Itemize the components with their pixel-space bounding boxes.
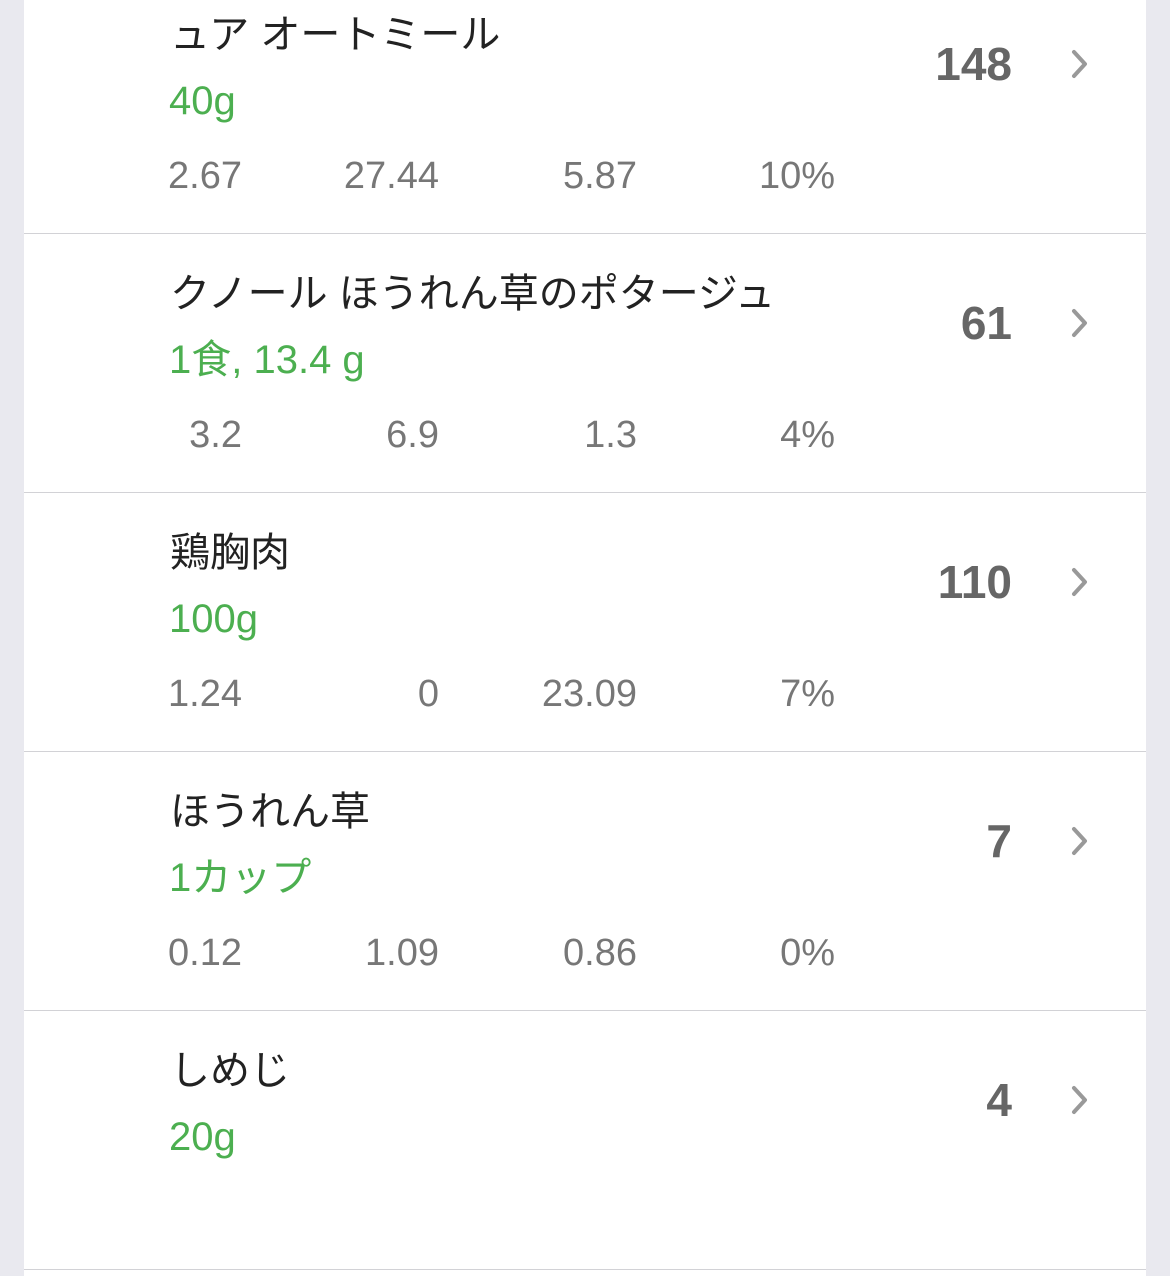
food-name: ュア オートミール	[170, 13, 501, 57]
macro-value: 1.3	[584, 414, 637, 456]
calories: 4	[986, 1074, 1012, 1126]
macro-value: 5.87	[563, 155, 637, 197]
serving-size: 100g	[169, 597, 258, 641]
food-row[interactable]: ほうれん草 1カップ 0.12 1.09 0.86 0% 7	[24, 753, 1146, 1011]
food-row[interactable]: 鶏胸肉 100g 1.24 0 23.09 7% 110	[24, 494, 1146, 752]
macro-value: 10%	[758, 155, 835, 197]
macro-value: 23.09	[541, 673, 637, 715]
food-row[interactable]: ュア オートミール 40g 2.67 27.44 5.87 10% 148	[24, 0, 1146, 234]
calories: 7	[986, 815, 1012, 867]
chevron-right-icon	[1072, 827, 1087, 855]
serving-size: 1カップ	[169, 856, 312, 900]
calories: 148	[935, 38, 1012, 90]
chevron-right-icon	[1072, 568, 1087, 596]
food-name: ほうれん草	[170, 790, 370, 834]
food-name: しめじ	[170, 1049, 290, 1093]
macro-value: 2.67	[168, 155, 242, 197]
calories: 110	[937, 556, 1012, 608]
macro-value: 4%	[780, 414, 835, 456]
food-name: 鶏胸肉	[170, 531, 290, 575]
macro-value: 27.44	[343, 155, 439, 197]
food-name: クノール ほうれん草のポタージュ	[170, 272, 776, 316]
macro-value: 0.86	[563, 932, 637, 974]
serving-size: 1食, 13.4 g	[169, 338, 365, 382]
macro-value: 0.12	[168, 932, 242, 974]
macro-value: 1.09	[365, 932, 439, 974]
macro-value: 6.9	[386, 414, 439, 456]
serving-size: 40g	[169, 79, 236, 123]
chevron-right-icon	[1072, 309, 1087, 337]
macro-value: 3.2	[189, 414, 242, 456]
food-row[interactable]: しめじ 20g 4	[24, 1012, 1146, 1270]
chevron-right-icon	[1072, 50, 1087, 78]
chevron-right-icon	[1072, 1086, 1087, 1114]
food-list: ュア オートミール 40g 2.67 27.44 5.87 10% 148 クノール ほう…	[24, 0, 1146, 1276]
food-row[interactable]: クノール ほうれん草のポタージュ 1食, 13.4 g 3.2 6.9 1.3 4% 61	[24, 235, 1146, 493]
macro-value: 0%	[780, 932, 835, 974]
macro-value: 1.24	[168, 673, 242, 715]
serving-size: 20g	[169, 1115, 236, 1159]
calories: 61	[960, 297, 1012, 349]
macro-value: 0	[417, 673, 439, 715]
macro-value: 7%	[780, 673, 835, 715]
